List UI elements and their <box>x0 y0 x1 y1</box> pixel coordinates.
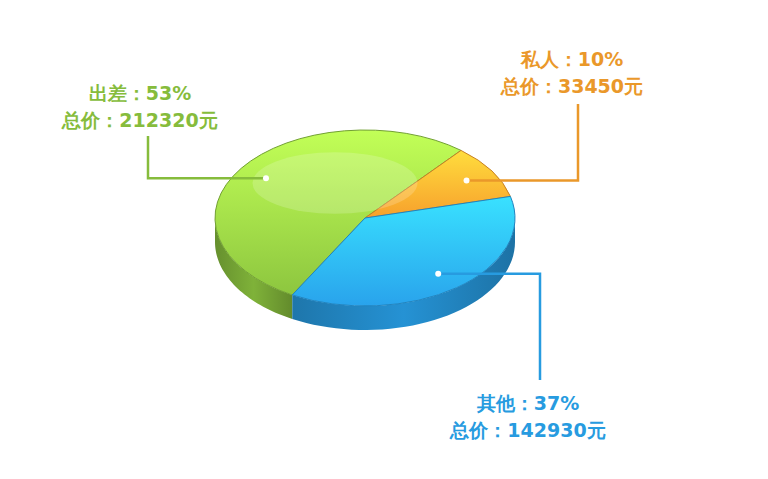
gloss <box>253 152 418 214</box>
chart: 出差：53% 总价：212320元 私人：10% 总价：33450元其他：37% 总价：… <box>0 0 768 479</box>
annotation: 总价：212320元 <box>61 109 217 131</box>
leader-dot <box>435 271 441 277</box>
leader-line <box>467 104 578 180</box>
leader-line <box>438 274 540 380</box>
leader-line <box>148 136 266 178</box>
data-label: 其他：37% <box>476 392 579 414</box>
data-label: 出差：53% <box>89 82 191 104</box>
plot-area <box>215 130 515 330</box>
annotation: 总价：33450元 <box>500 75 643 97</box>
leader-dot <box>464 177 470 183</box>
leader-dot <box>263 175 269 181</box>
labels: 出差：53% 总价：212320元 私人：10% 总价：33450元其他：37% 总价：… <box>61 48 643 441</box>
annotation: 总价：142930元 <box>449 419 605 441</box>
data-label: 私人：10% <box>520 48 623 70</box>
pie-top <box>215 130 515 306</box>
